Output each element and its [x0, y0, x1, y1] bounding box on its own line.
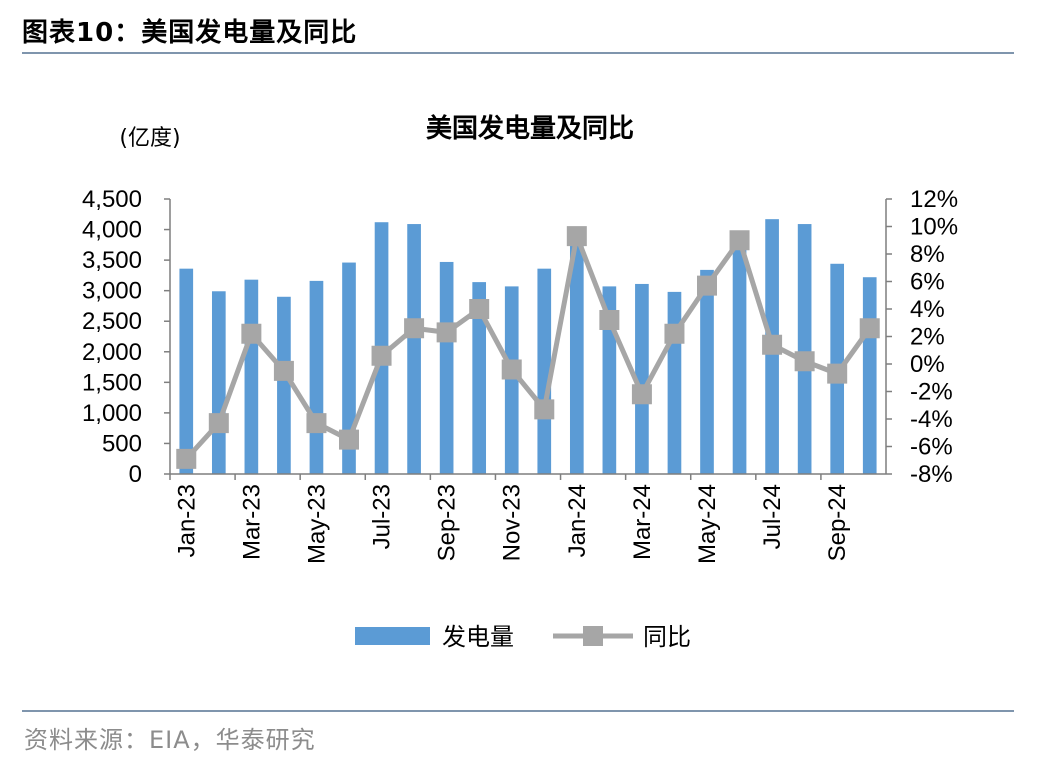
x-tick-label: Sep-24: [824, 484, 851, 561]
y-right-tick-label: 12%: [910, 186, 958, 213]
x-tick-label: Jul-23: [369, 484, 396, 549]
y-left-tick-label: 1,000: [82, 400, 142, 427]
bar-Sep-23: [439, 261, 454, 474]
bar-Jun-24: [732, 244, 747, 474]
bar-Jan-23: [179, 268, 194, 474]
y-left-tick-label: 2,500: [82, 308, 142, 335]
y-right-tick-label: 6%: [910, 269, 945, 296]
x-tick-label: Jan-24: [564, 484, 591, 557]
legend-swatch-marker: [583, 626, 603, 646]
yoy-line: [184, 233, 872, 461]
yoy-point-Feb-24: [599, 310, 620, 330]
yoy-point-Jun-24: [729, 230, 750, 251]
yoy-point-May-24: [697, 275, 717, 296]
bar-Apr-23: [277, 296, 291, 474]
y-right-tick-label: -6%: [910, 434, 953, 461]
bar-Nov-23: [504, 286, 519, 474]
yoy-point-Jul-23: [371, 345, 392, 366]
yoy-point-Mar-24: [631, 384, 652, 405]
y-right-tick-label: 8%: [910, 241, 945, 268]
legend-label-bar: 发电量: [442, 623, 514, 651]
y-left-tick-label: 4,500: [82, 186, 142, 213]
yoy-point-Sep-24: [827, 363, 848, 384]
yoy-point-Sep-23: [436, 322, 457, 343]
figure-title-text: 美国发电量及同比: [141, 18, 358, 48]
y-left-tick-label: 1,500: [82, 369, 142, 396]
bar-May-23: [309, 280, 324, 474]
yoy-point-Jul-24: [762, 334, 783, 355]
source-note: 资料来源：EIA，华泰研究: [24, 726, 316, 754]
x-tick-label: Nov-23: [499, 484, 526, 561]
figure-label: 图表10：: [22, 18, 142, 48]
yoy-point-Jun-23: [339, 429, 359, 450]
yoy-point-Oct-23: [469, 299, 490, 319]
yoy-point-Oct-24: [859, 318, 880, 339]
bar-Jun-23: [342, 262, 356, 474]
y-left-tick-label: 4,000: [82, 217, 142, 244]
y-left-tick-label: 3,000: [82, 278, 142, 305]
bar-Apr-24: [667, 291, 682, 474]
yoy-point-Jan-24: [566, 226, 587, 247]
bar-Aug-24: [797, 224, 812, 474]
y-right-tick-label: 0%: [910, 351, 945, 378]
figure-title: 图表10：美国发电量及同比: [22, 12, 357, 49]
y-left-tick-label: 3,500: [82, 247, 142, 274]
top-rule: [22, 52, 1014, 54]
bottom-rule: [22, 710, 1014, 712]
x-tick-label: Sep-23: [434, 484, 461, 561]
y-right-tick-label: 4%: [910, 296, 945, 323]
y-left-unit: (亿度): [119, 126, 180, 151]
chart-title: 美国发电量及同比: [426, 113, 634, 144]
x-tick-label: Jul-24: [759, 484, 786, 549]
y-left-tick-label: 500: [102, 430, 142, 457]
x-tick-label: May-23: [303, 484, 330, 564]
x-tick-label: Mar-23: [238, 484, 265, 560]
yoy-point-Feb-23: [208, 413, 229, 434]
x-tick-label: Mar-24: [629, 484, 656, 560]
bar-Jan-24: [569, 241, 584, 474]
y-right-tick-label: -2%: [910, 379, 953, 406]
bar-May-24: [700, 269, 714, 474]
x-tick-label: May-24: [694, 484, 721, 564]
y-right-tick-label: -4%: [910, 406, 953, 433]
yoy-point-Dec-23: [534, 399, 555, 420]
yoy-point-Mar-23: [241, 323, 262, 344]
legend-swatch-bar: [355, 627, 430, 645]
yoy-point-Apr-24: [664, 323, 685, 344]
y-left-tick-label: 2,000: [82, 339, 142, 366]
bar-Mar-24: [635, 283, 649, 474]
y-right-tick-label: 2%: [910, 324, 945, 351]
y-right-tick-label: -8%: [910, 461, 953, 488]
yoy-point-May-23: [306, 413, 327, 434]
yoy-point-Aug-23: [404, 318, 425, 339]
yoy-point-Jan-23: [176, 448, 197, 469]
bar-Mar-23: [244, 279, 259, 474]
yoy-point-Nov-23: [501, 359, 522, 380]
yoy-point-Apr-23: [273, 360, 294, 381]
yoy-point-Aug-24: [794, 351, 815, 372]
y-left-tick-label: 0: [129, 461, 142, 488]
bar-Oct-23: [472, 282, 487, 474]
x-tick-label: Jan-23: [173, 484, 200, 557]
legend-label-line: 同比: [643, 623, 691, 651]
bar-Oct-24: [862, 277, 877, 474]
bar-Feb-23: [211, 291, 226, 474]
bar-Dec-23: [537, 268, 552, 474]
bar-Aug-23: [407, 224, 421, 474]
y-right-tick-label: 10%: [910, 214, 958, 241]
